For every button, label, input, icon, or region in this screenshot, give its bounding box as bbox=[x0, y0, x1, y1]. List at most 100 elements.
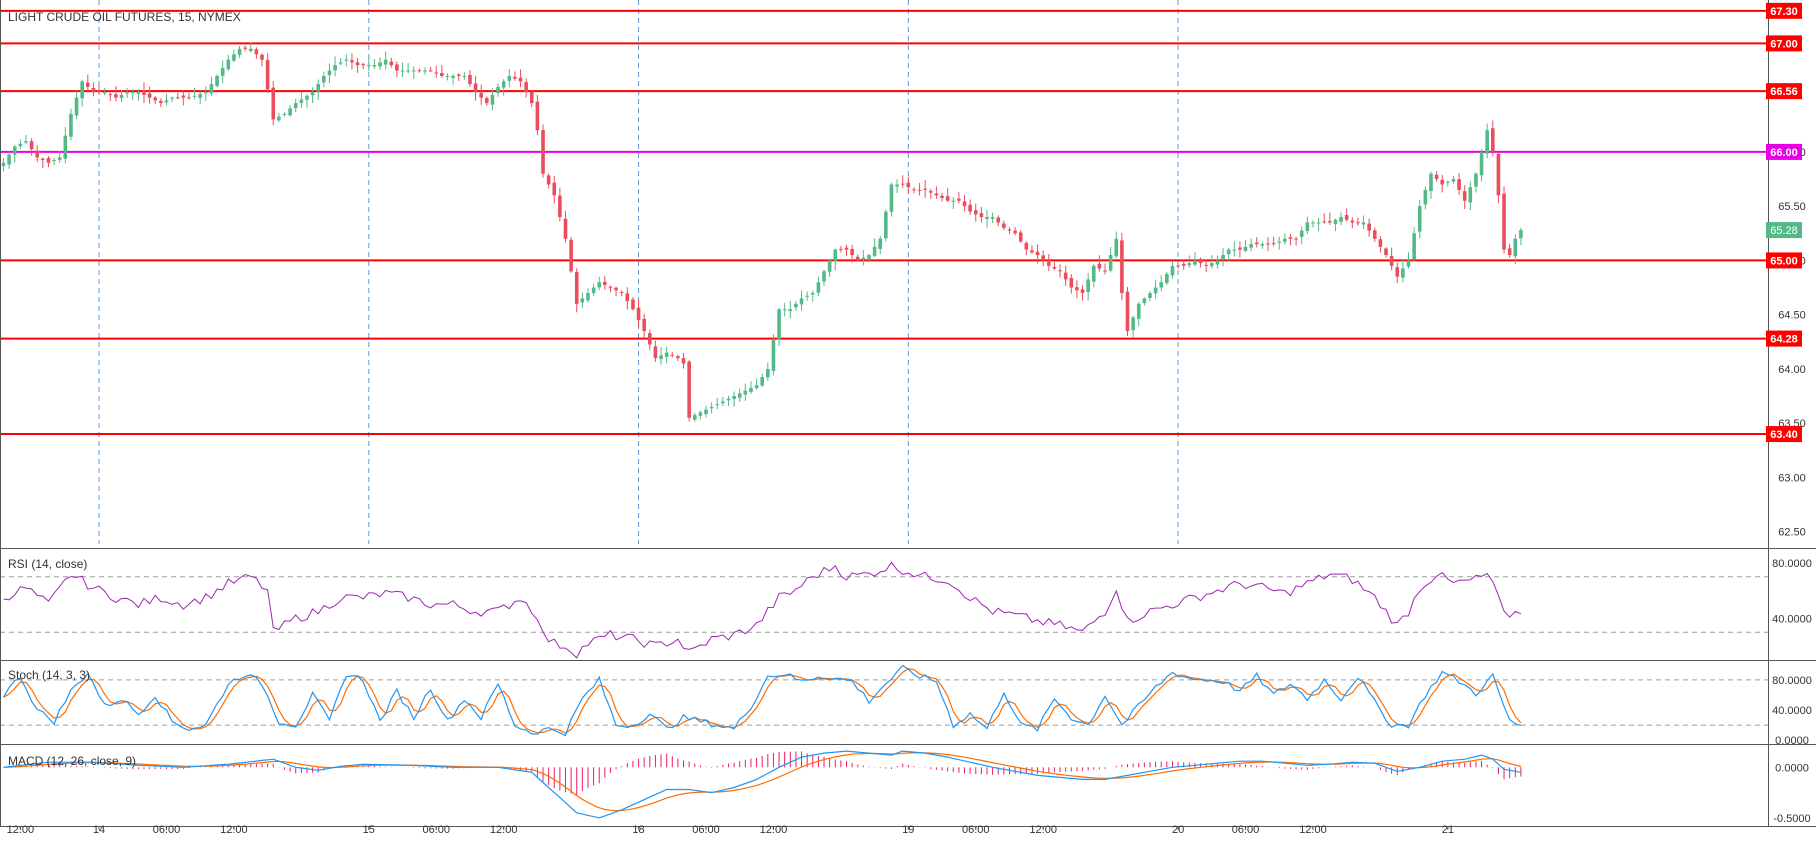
time-tick-label: 18 bbox=[632, 824, 644, 836]
candle-body bbox=[125, 92, 129, 94]
candle-body bbox=[232, 54, 236, 61]
candle-body bbox=[57, 157, 62, 160]
candle-body bbox=[119, 94, 124, 98]
candle-body bbox=[580, 298, 585, 303]
candle-body bbox=[63, 135, 68, 159]
level-label-bg bbox=[1766, 35, 1802, 52]
candle-body bbox=[1429, 173, 1433, 192]
candle-body bbox=[204, 92, 208, 94]
candle-body bbox=[816, 282, 821, 293]
candle-body bbox=[518, 77, 523, 82]
candle-body bbox=[1344, 215, 1349, 220]
candle-body bbox=[1378, 239, 1383, 247]
stoch-label: Stoch (14, 3, 3) bbox=[8, 668, 90, 682]
candle-body bbox=[782, 309, 787, 311]
candle-body bbox=[1142, 298, 1147, 304]
candle-body bbox=[1361, 222, 1366, 225]
candle-body bbox=[1030, 250, 1034, 253]
level-label-bg bbox=[1766, 252, 1802, 269]
candle-body bbox=[237, 48, 242, 55]
level-label-bg bbox=[1766, 330, 1802, 347]
candle-body bbox=[917, 189, 922, 191]
level-label-67.30: 67.30 bbox=[1770, 6, 1798, 18]
candle-body bbox=[153, 97, 158, 101]
candle-body bbox=[799, 298, 804, 305]
candle-body bbox=[417, 70, 422, 72]
candle-body bbox=[1238, 247, 1242, 250]
candle-body bbox=[333, 65, 337, 71]
candle-body bbox=[473, 83, 478, 93]
candle-body bbox=[535, 101, 540, 131]
candle-body bbox=[462, 75, 467, 77]
candle-body bbox=[361, 64, 365, 66]
candle-body bbox=[563, 218, 568, 239]
candle-body bbox=[940, 195, 944, 199]
candle-body bbox=[355, 62, 360, 66]
candle-body bbox=[1350, 220, 1355, 223]
candle-body bbox=[1002, 223, 1006, 228]
candle-body bbox=[1108, 255, 1113, 271]
candle-body bbox=[1047, 261, 1051, 266]
candle-body bbox=[709, 406, 714, 409]
candle-body bbox=[485, 98, 489, 104]
candle-body bbox=[490, 94, 495, 105]
candle-body bbox=[732, 396, 736, 400]
candle-body bbox=[788, 309, 793, 312]
candle-body bbox=[569, 239, 573, 272]
candle-body bbox=[721, 401, 725, 404]
candle-body bbox=[1322, 221, 1326, 223]
candle-body bbox=[181, 95, 186, 98]
candle-body bbox=[597, 282, 602, 288]
candle-body bbox=[1249, 244, 1253, 248]
candle-body bbox=[1283, 238, 1287, 242]
candle-body bbox=[608, 286, 613, 288]
candle-body bbox=[1513, 238, 1518, 257]
candle-body bbox=[1384, 248, 1388, 256]
candle-body bbox=[867, 255, 871, 260]
time-tick-label: 12:00 bbox=[7, 824, 35, 836]
candle-body bbox=[243, 47, 247, 49]
candle-body bbox=[260, 54, 264, 60]
candle-body bbox=[187, 97, 191, 99]
candle-body bbox=[164, 100, 169, 103]
candle-body bbox=[24, 141, 28, 143]
level-label-bg bbox=[1766, 83, 1802, 100]
candle-body bbox=[1328, 221, 1332, 223]
candle-body bbox=[586, 292, 590, 301]
indicator-tick-label: 0.0000 bbox=[1775, 762, 1809, 774]
candle-body bbox=[743, 390, 748, 395]
candle-body bbox=[271, 87, 276, 120]
candle-body bbox=[248, 48, 253, 51]
candle-body bbox=[1063, 272, 1068, 280]
candle-body bbox=[1491, 128, 1495, 152]
candle-body bbox=[41, 158, 45, 161]
time-tick-label: 06:00 bbox=[962, 824, 990, 836]
candle-body bbox=[996, 217, 1001, 223]
time-tick-label: 12:00 bbox=[1029, 824, 1057, 836]
candle-body bbox=[1007, 229, 1012, 231]
candle-body bbox=[226, 59, 231, 70]
candle-body bbox=[1502, 193, 1506, 250]
time-tick-label: 20 bbox=[1172, 824, 1184, 836]
candle-body bbox=[1305, 222, 1310, 231]
candle-body bbox=[395, 64, 399, 71]
candle-body bbox=[130, 92, 135, 94]
candle-body bbox=[648, 333, 652, 345]
candle-body bbox=[822, 271, 826, 282]
candle-body bbox=[496, 86, 500, 93]
candle-body bbox=[451, 75, 455, 78]
candle-body bbox=[1, 162, 6, 167]
candle-body bbox=[440, 73, 444, 76]
candle-body bbox=[855, 256, 860, 261]
candle-body bbox=[1485, 130, 1489, 154]
candle-body bbox=[541, 130, 545, 174]
candle-body bbox=[844, 247, 849, 250]
stoch-d-line bbox=[3, 668, 1522, 734]
candle-body bbox=[681, 358, 686, 364]
candle-body bbox=[839, 249, 843, 251]
candle-body bbox=[951, 200, 956, 202]
time-tick-label: 21 bbox=[1442, 824, 1454, 836]
candle-body bbox=[1316, 222, 1321, 224]
candle-body bbox=[985, 217, 989, 220]
candle-body bbox=[406, 70, 410, 72]
